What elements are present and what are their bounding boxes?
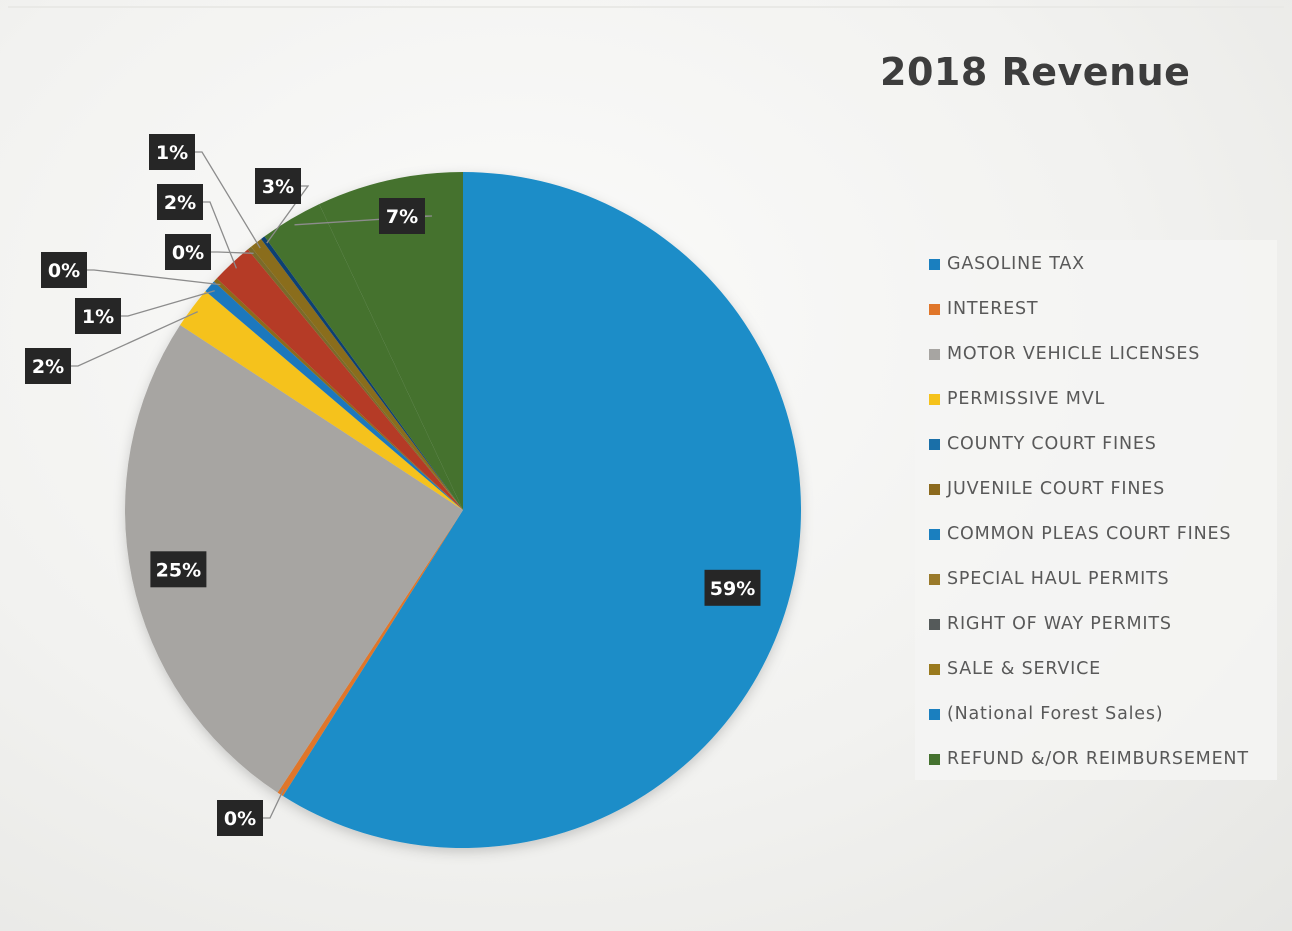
legend-label: JUVENILE COURT FINES bbox=[947, 479, 1166, 499]
legend-swatch bbox=[929, 753, 940, 765]
data-label-box bbox=[217, 800, 263, 836]
data-label-sale-service: 3% bbox=[255, 168, 301, 204]
data-label-text: 59% bbox=[710, 578, 755, 600]
legend-swatch bbox=[929, 708, 940, 720]
data-label-box bbox=[157, 184, 203, 220]
legend-label: RIGHT OF WAY PERMITS bbox=[947, 614, 1172, 634]
slice-national-forest-sales bbox=[264, 204, 463, 511]
slice-special-haul-permits bbox=[247, 246, 463, 511]
data-label-motor-vehicle-licenses: 25% bbox=[150, 551, 207, 588]
data-label-juvenile-court-fines: 0% bbox=[41, 252, 87, 288]
data-label-special-haul-permits: 0% bbox=[165, 234, 211, 270]
legend-swatch bbox=[929, 393, 940, 405]
legend-label: REFUND &/OR REIMBURSEMENT bbox=[947, 749, 1249, 769]
legend-label: MOTOR VEHICLE LICENSES bbox=[947, 344, 1201, 364]
legend-label: SALE & SERVICE bbox=[947, 659, 1101, 679]
data-label-box bbox=[75, 298, 121, 334]
legend-label: COUNTY COURT FINES bbox=[947, 434, 1157, 454]
data-label-gasoline-tax: 59% bbox=[704, 569, 761, 606]
data-label-text: 3% bbox=[262, 176, 294, 198]
data-label-box bbox=[41, 252, 87, 288]
data-label-box bbox=[704, 569, 761, 606]
slice-sale-service bbox=[261, 236, 463, 510]
slice-motor-vehicle-licenses bbox=[125, 325, 464, 793]
data-label-box bbox=[165, 234, 211, 270]
legend-item-national-forest-sales: (National Forest Sales) bbox=[929, 703, 1163, 725]
pie-slices bbox=[125, 172, 802, 849]
slice-common-pleas-court-fines bbox=[216, 249, 463, 511]
legend-label: GASOLINE TAX bbox=[947, 254, 1085, 274]
chart-legend: GASOLINE TAX INTEREST MOTOR VEHICLE LICENS… bbox=[915, 240, 1277, 780]
data-label-text: 0% bbox=[48, 260, 80, 282]
leader-line-juvenile-court-fines bbox=[64, 269, 221, 286]
legend-item-special-haul-permits: SPECIAL HAUL PERMITS bbox=[929, 568, 1169, 590]
legend-label: INTEREST bbox=[947, 299, 1039, 319]
data-label-right-of-way-permits: 1% bbox=[149, 134, 195, 170]
legend-swatch bbox=[929, 663, 940, 675]
legend-swatch bbox=[929, 438, 940, 450]
legend-swatch bbox=[929, 573, 940, 585]
data-label-national-forest-sales: 7% bbox=[379, 198, 425, 234]
data-label-box bbox=[149, 134, 195, 170]
legend-item-common-pleas-court-fines: COMMON PLEAS COURT FINES bbox=[929, 523, 1231, 545]
slice-juvenile-court-fines bbox=[213, 278, 463, 510]
chart-title: 2018 Revenue bbox=[880, 50, 1191, 94]
data-label-text: 0% bbox=[172, 242, 204, 264]
legend-label: PERMISSIVE MVL bbox=[947, 389, 1106, 409]
data-label-text: 2% bbox=[164, 192, 196, 214]
legend-item-right-of-way-permits: RIGHT OF WAY PERMITS bbox=[929, 613, 1172, 635]
legend-swatch bbox=[929, 483, 940, 495]
slice-right-of-way-permits bbox=[251, 238, 463, 510]
data-label-text: 1% bbox=[156, 142, 188, 164]
data-label-common-pleas-court-fines: 2% bbox=[157, 184, 203, 220]
slice-gasoline-tax bbox=[282, 172, 802, 849]
data-label-permissive-mvl: 2% bbox=[25, 348, 71, 384]
legend-item-permissive-mvl: PERMISSIVE MVL bbox=[929, 388, 1105, 410]
legend-label: (National Forest Sales) bbox=[947, 704, 1164, 724]
data-label-box bbox=[25, 348, 71, 384]
slice-permissive-mvl bbox=[180, 291, 463, 510]
data-label-box bbox=[255, 168, 301, 204]
legend-swatch bbox=[929, 528, 940, 540]
legend-swatch bbox=[929, 618, 940, 630]
legend-label: SPECIAL HAUL PERMITS bbox=[947, 569, 1170, 589]
legend-item-gasoline-tax: GASOLINE TAX bbox=[929, 253, 1085, 275]
data-label-county-court-fines: 1% bbox=[75, 298, 121, 334]
legend-item-refund-or-reimbursement: REFUND &/OR REIMBURSEMENT bbox=[929, 748, 1249, 770]
frame-edge bbox=[8, 6, 1284, 8]
data-label-interest: 0% bbox=[217, 800, 263, 836]
slice-county-court-fines bbox=[205, 281, 464, 510]
data-label-text: 0% bbox=[224, 808, 256, 830]
data-labels: 59% 0% 25% 2% 1% 0% 2% 0% 1% 3% 7% bbox=[25, 134, 761, 836]
legend-swatch bbox=[929, 303, 940, 315]
legend-item-county-court-fines: COUNTY COURT FINES bbox=[929, 433, 1157, 455]
data-label-text: 25% bbox=[156, 559, 201, 581]
data-label-text: 7% bbox=[386, 206, 418, 228]
legend-item-juvenile-court-fines: JUVENILE COURT FINES bbox=[929, 478, 1165, 500]
data-label-box bbox=[379, 198, 425, 234]
legend-label: COMMON PLEAS COURT FINES bbox=[947, 524, 1232, 544]
slice-refund-or-reimbursement bbox=[319, 172, 463, 510]
data-label-text: 2% bbox=[32, 356, 64, 378]
data-label-text: 1% bbox=[82, 306, 114, 328]
legend-swatch bbox=[929, 348, 940, 360]
legend-item-motor-vehicle-licenses: MOTOR VEHICLE LICENSES bbox=[929, 343, 1200, 365]
data-label-box bbox=[150, 551, 207, 588]
legend-swatch bbox=[929, 258, 940, 270]
legend-item-sale-service: SALE & SERVICE bbox=[929, 658, 1101, 680]
legend-item-interest: INTEREST bbox=[929, 298, 1038, 320]
slice-interest bbox=[277, 510, 463, 797]
